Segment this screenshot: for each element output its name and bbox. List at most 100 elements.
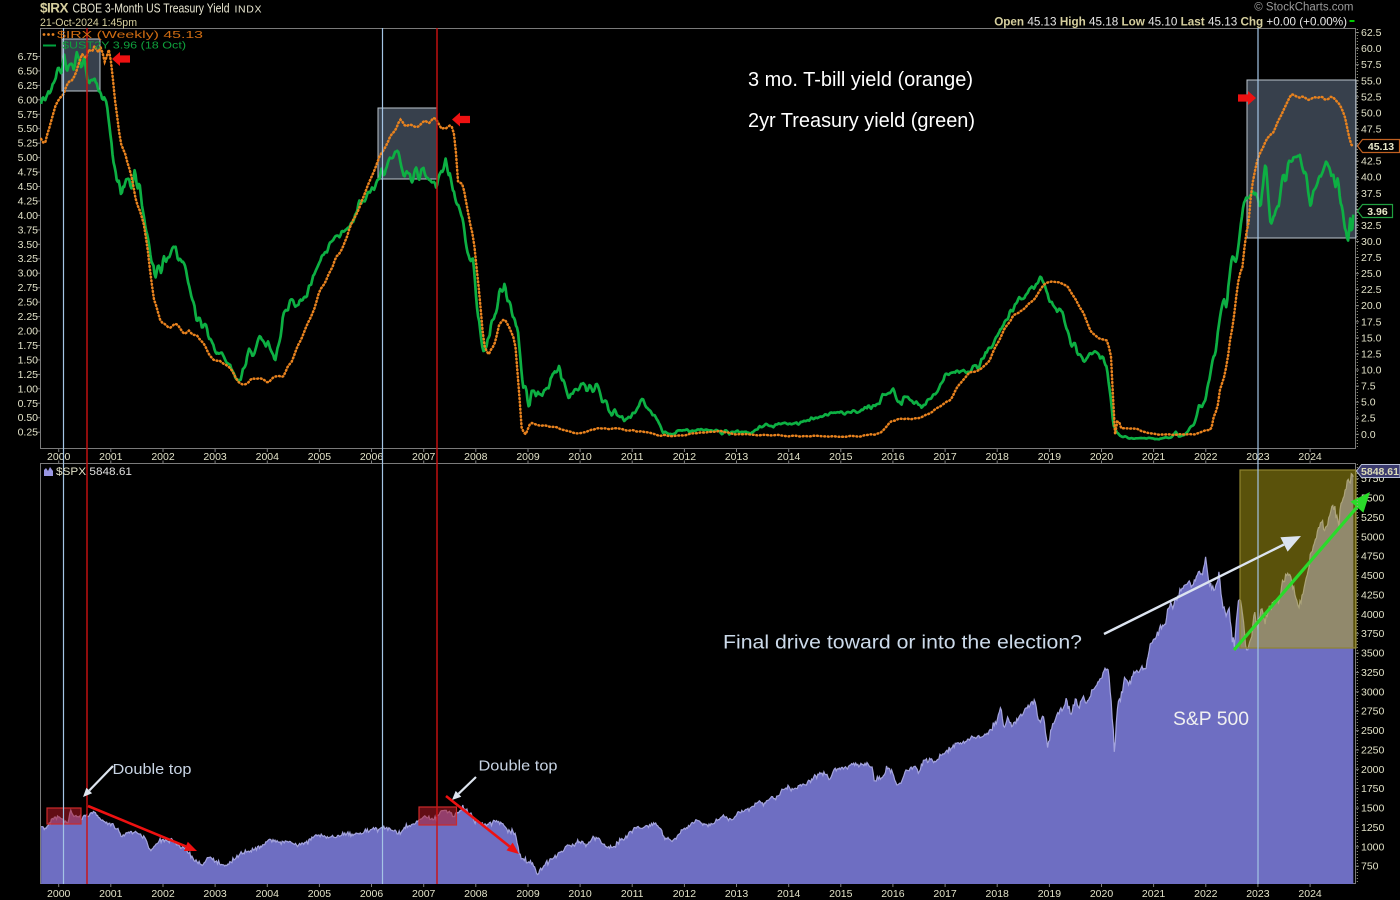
svg-text:2013: 2013 — [725, 451, 749, 463]
svg-text:2019: 2019 — [1038, 888, 1062, 900]
svg-text:5848.61: 5848.61 — [1361, 466, 1399, 478]
svg-text:4.25: 4.25 — [18, 196, 39, 208]
svg-text:2021: 2021 — [1142, 888, 1166, 900]
svg-text:2005: 2005 — [308, 888, 332, 900]
svg-text:25.0: 25.0 — [1361, 268, 1382, 280]
svg-text:62.5: 62.5 — [1361, 27, 1382, 39]
svg-text:2015: 2015 — [829, 888, 853, 900]
svg-text:Open 45.13 High 45.18 Low 45.1: Open 45.13 High 45.18 Low 45.10 Last 45.… — [994, 15, 1347, 28]
svg-text:2017: 2017 — [933, 888, 957, 900]
svg-text:40.0: 40.0 — [1361, 172, 1382, 184]
svg-text:2022: 2022 — [1194, 451, 1218, 463]
svg-text:22.5: 22.5 — [1361, 284, 1382, 296]
svg-text:1.25: 1.25 — [18, 369, 39, 381]
svg-text:1250: 1250 — [1361, 822, 1385, 834]
svg-text:$SPX 5848.61: $SPX 5848.61 — [56, 466, 132, 478]
svg-text:57.5: 57.5 — [1361, 59, 1382, 71]
svg-text:4000: 4000 — [1361, 609, 1385, 621]
svg-text:1.50: 1.50 — [18, 354, 39, 366]
svg-text:3750: 3750 — [1361, 628, 1385, 640]
svg-text:0.25: 0.25 — [18, 427, 39, 439]
svg-text:60.0: 60.0 — [1361, 43, 1382, 55]
svg-text:2.75: 2.75 — [18, 282, 39, 294]
svg-text:2022: 2022 — [1194, 888, 1218, 900]
svg-text:2000: 2000 — [47, 888, 71, 900]
svg-text:3.75: 3.75 — [18, 224, 39, 236]
svg-text:3.00: 3.00 — [18, 268, 39, 280]
svg-text:2004: 2004 — [256, 888, 280, 900]
svg-text:2250: 2250 — [1361, 745, 1385, 757]
svg-text:© StockCharts.com: © StockCharts.com — [1254, 2, 1353, 14]
svg-text:5.00: 5.00 — [18, 152, 39, 164]
svg-text:1.00: 1.00 — [18, 383, 39, 395]
svg-text:2018: 2018 — [986, 451, 1010, 463]
svg-text:30.0: 30.0 — [1361, 236, 1382, 248]
svg-text:2009: 2009 — [516, 451, 540, 463]
svg-text:INDX: INDX — [235, 4, 262, 16]
svg-text:2001: 2001 — [99, 888, 123, 900]
svg-text:2012: 2012 — [673, 451, 697, 463]
svg-text:2009: 2009 — [516, 888, 540, 900]
svg-text:37.5: 37.5 — [1361, 188, 1382, 200]
svg-text:12.5: 12.5 — [1361, 349, 1382, 361]
svg-text:2024: 2024 — [1298, 451, 1322, 463]
svg-text:2011: 2011 — [621, 888, 644, 900]
svg-text:2006: 2006 — [360, 888, 384, 900]
svg-text:2021: 2021 — [1142, 451, 1166, 463]
svg-text:2002: 2002 — [151, 888, 175, 900]
svg-text:6.00: 6.00 — [18, 94, 39, 106]
svg-text:27.5: 27.5 — [1361, 252, 1382, 264]
svg-text:3000: 3000 — [1361, 686, 1385, 698]
svg-text:2023: 2023 — [1246, 888, 1270, 900]
svg-text:4500: 4500 — [1361, 570, 1385, 582]
svg-text:2016: 2016 — [881, 451, 905, 463]
svg-text:2012: 2012 — [673, 888, 697, 900]
svg-text:0.75: 0.75 — [18, 398, 39, 410]
svg-text:2016: 2016 — [881, 888, 905, 900]
svg-text:2yr Treasury yield (green): 2yr Treasury yield (green) — [748, 110, 975, 132]
svg-text:4.50: 4.50 — [18, 181, 39, 193]
svg-text:5.0: 5.0 — [1361, 397, 1376, 409]
svg-text:2750: 2750 — [1361, 706, 1385, 718]
svg-text:2017: 2017 — [933, 451, 957, 463]
svg-text:2003: 2003 — [203, 451, 227, 463]
svg-text:2018: 2018 — [986, 888, 1010, 900]
svg-text:4250: 4250 — [1361, 590, 1385, 602]
svg-text:2013: 2013 — [725, 888, 749, 900]
svg-text:1000: 1000 — [1361, 841, 1385, 853]
svg-text:7.5: 7.5 — [1361, 381, 1376, 393]
svg-text:20.0: 20.0 — [1361, 300, 1382, 312]
svg-text:2002: 2002 — [151, 451, 175, 463]
svg-text:2004: 2004 — [256, 451, 280, 463]
svg-text:750: 750 — [1361, 861, 1379, 873]
svg-text:6.25: 6.25 — [18, 80, 39, 92]
svg-text:CBOE 3-Month US Treasury Yield: CBOE 3-Month US Treasury Yield — [73, 2, 230, 16]
svg-text:5250: 5250 — [1361, 512, 1385, 524]
svg-text:3500: 3500 — [1361, 648, 1385, 660]
svg-text:S&P 500: S&P 500 — [1173, 709, 1249, 730]
svg-text:5.50: 5.50 — [18, 123, 39, 135]
svg-text:2015: 2015 — [829, 451, 853, 463]
svg-text:2007: 2007 — [412, 888, 436, 900]
svg-text:2024: 2024 — [1298, 888, 1322, 900]
svg-text:2010: 2010 — [568, 888, 592, 900]
svg-text:$UST2Y 3.96 (18 Oct): $UST2Y 3.96 (18 Oct) — [62, 41, 186, 52]
svg-text:6.75: 6.75 — [18, 51, 39, 63]
svg-text:21-Oct-2024 1:45pm: 21-Oct-2024 1:45pm — [40, 17, 137, 29]
svg-text:2020: 2020 — [1090, 451, 1114, 463]
svg-text:2006: 2006 — [360, 451, 384, 463]
svg-text:2.50: 2.50 — [18, 297, 39, 309]
svg-text:55.0: 55.0 — [1361, 75, 1382, 87]
svg-text:5000: 5000 — [1361, 531, 1385, 543]
svg-text:1750: 1750 — [1361, 783, 1385, 795]
svg-text:2014: 2014 — [777, 451, 801, 463]
svg-text:0.0: 0.0 — [1361, 429, 1376, 441]
svg-text:$IRX (Weekly) 45.13: $IRX (Weekly) 45.13 — [57, 30, 204, 41]
svg-text:2000: 2000 — [1361, 764, 1385, 776]
svg-text:4.00: 4.00 — [18, 210, 39, 222]
svg-text:2.00: 2.00 — [18, 326, 39, 338]
svg-text:3.50: 3.50 — [18, 239, 39, 251]
svg-text:50.0: 50.0 — [1361, 107, 1382, 119]
svg-text:15.0: 15.0 — [1361, 332, 1382, 344]
svg-text:2019: 2019 — [1038, 451, 1062, 463]
